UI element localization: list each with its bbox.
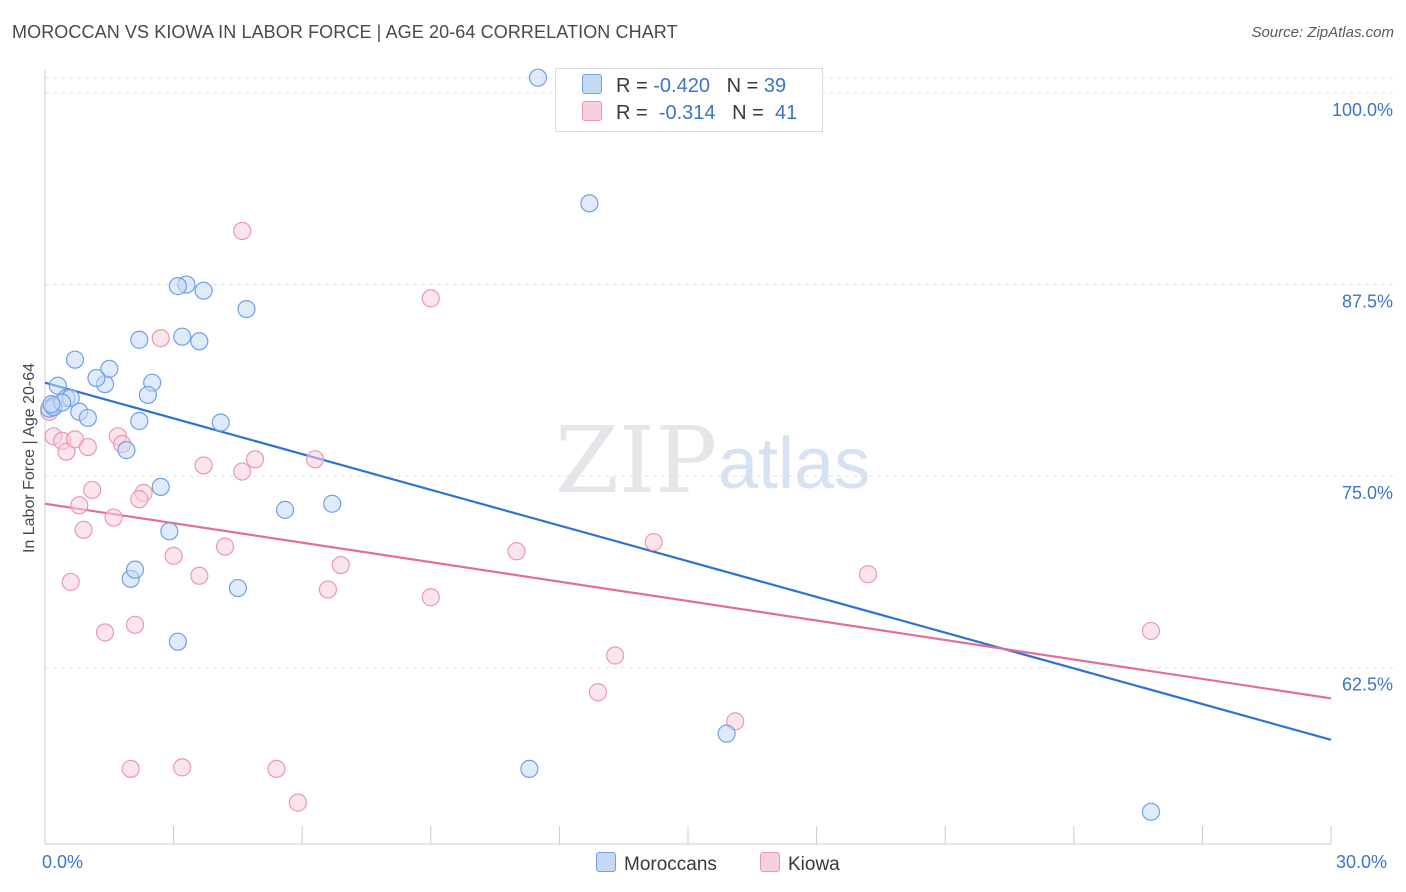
kiowa-point xyxy=(507,542,526,561)
moroccans-point xyxy=(160,522,179,541)
kiowa-point xyxy=(233,462,252,481)
kiowa-point xyxy=(233,221,252,241)
moroccans-point xyxy=(173,327,192,346)
kiowa-point xyxy=(121,759,140,778)
kiowa-point xyxy=(245,450,265,469)
watermark-zip: ZIP xyxy=(555,407,717,514)
moroccans-point xyxy=(194,281,213,300)
kiowa-point xyxy=(78,437,97,457)
kiowa-point xyxy=(305,450,325,469)
y-tick-label: 87.5% xyxy=(1342,292,1393,312)
moroccans-point xyxy=(168,277,187,296)
moroccans-point xyxy=(520,759,539,778)
moroccans-point xyxy=(168,632,187,651)
x-tick-label-min: 0.0% xyxy=(42,852,84,872)
moroccans-point xyxy=(717,724,736,743)
kiowa-point xyxy=(421,289,440,308)
moroccans-swatch-icon xyxy=(582,74,602,94)
watermark-atlas: atlas xyxy=(718,424,870,504)
kiowa-point xyxy=(194,456,213,475)
legend-kiowa-swatch-icon xyxy=(760,852,780,872)
moroccans-n-value: 39 xyxy=(763,75,787,97)
kiowa-point xyxy=(588,683,608,702)
moroccans-trend-line xyxy=(44,381,1332,741)
moroccans-point xyxy=(528,68,548,87)
kiowa-point xyxy=(104,508,123,527)
moroccans-r-value: -0.420 xyxy=(653,75,710,97)
kiowa-point xyxy=(288,793,308,812)
moroccans-point xyxy=(228,578,247,598)
moroccans-point xyxy=(42,395,61,414)
kiowa-point xyxy=(74,520,93,539)
data-points xyxy=(40,68,1161,821)
kiowa-point xyxy=(215,537,235,556)
moroccans-point xyxy=(87,368,106,388)
y-tick-labels: 100.0% 87.5% 75.0% 62.5% xyxy=(1332,100,1393,695)
kiowa-point xyxy=(57,442,76,461)
kiowa-trend-line xyxy=(44,502,1332,700)
kiowa-point xyxy=(151,329,170,348)
stats-legend: R = -0.420 N = 39 R = -0.314 N = 41 xyxy=(555,68,823,132)
moroccans-point xyxy=(190,332,209,351)
kiowa-point xyxy=(125,615,145,634)
kiowa-point xyxy=(858,565,878,584)
gridlines xyxy=(45,77,1393,669)
chart-title: MOROCCAN VS KIOWA IN LABOR FORCE | AGE 2… xyxy=(12,22,678,42)
kiowa-swatch-icon xyxy=(582,101,602,121)
kiowa-n-value: 41 xyxy=(774,102,798,124)
kiowa-point xyxy=(173,758,192,777)
kiowa-point xyxy=(318,580,338,599)
stats-legend-row-kiowa: R = -0.314 N = 41 xyxy=(582,101,797,127)
moroccans-point xyxy=(65,350,85,369)
moroccans-point xyxy=(580,194,599,213)
trend-lines xyxy=(44,381,1332,741)
legend-item-moroccans[interactable]: Moroccans xyxy=(596,852,717,876)
kiowa-point xyxy=(644,532,663,552)
moroccans-point xyxy=(151,477,170,496)
legend-item-kiowa[interactable]: Kiowa xyxy=(760,852,840,876)
kiowa-point xyxy=(1141,621,1161,641)
moroccans-point xyxy=(130,411,149,431)
kiowa-point xyxy=(726,712,745,731)
kiowa-point xyxy=(164,546,183,565)
legend-kiowa-label: Kiowa xyxy=(788,854,840,875)
kiowa-point xyxy=(61,572,80,592)
kiowa-point xyxy=(331,555,350,575)
chart-source: Source: ZipAtlas.com xyxy=(1251,24,1394,41)
moroccans-point xyxy=(130,330,149,349)
legend-moroccans-label: Moroccans xyxy=(624,854,717,875)
moroccans-point xyxy=(237,299,256,319)
moroccans-point xyxy=(125,560,145,579)
kiowa-point xyxy=(130,490,149,509)
moroccans-point xyxy=(117,441,136,460)
moroccans-point xyxy=(48,376,67,395)
stats-legend-row-moroccans: R = -0.420 N = 39 xyxy=(582,74,786,100)
kiowa-point xyxy=(95,623,115,642)
moroccans-point xyxy=(1141,802,1161,821)
x-tick-label-max: 30.0% xyxy=(1336,852,1388,872)
kiowa-point xyxy=(267,759,286,778)
y-tick-label: 62.5% xyxy=(1342,675,1393,695)
moroccans-point xyxy=(100,359,119,378)
moroccans-point xyxy=(323,494,342,513)
legend-moroccans-swatch-icon xyxy=(596,852,616,872)
y-tick-label: 75.0% xyxy=(1342,483,1393,503)
kiowa-point xyxy=(83,480,102,500)
moroccans-point xyxy=(211,413,230,432)
kiowa-r-value: -0.314 xyxy=(658,102,716,124)
y-tick-label: 100.0% xyxy=(1332,100,1393,120)
kiowa-point xyxy=(421,588,440,607)
kiowa-point xyxy=(606,646,625,665)
moroccans-point xyxy=(275,500,295,519)
kiowa-point xyxy=(70,496,89,515)
moroccans-point xyxy=(138,385,157,405)
kiowa-point xyxy=(190,566,209,585)
axes xyxy=(44,70,1332,845)
moroccans-point xyxy=(78,408,97,428)
